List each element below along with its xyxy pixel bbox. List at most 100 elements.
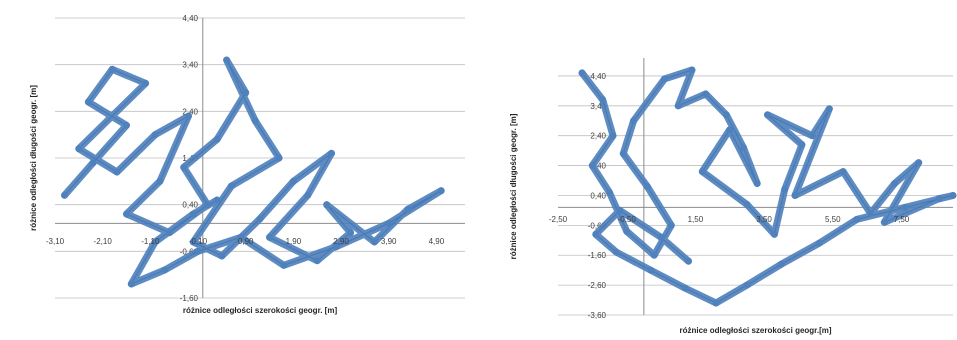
left-x-tick-label: 2,90 — [333, 237, 349, 246]
right-data-point — [599, 96, 607, 104]
left-data-point — [61, 191, 68, 199]
right-data-point — [839, 168, 847, 175]
right-y-tick-label: 4,40 — [590, 72, 606, 81]
left-y-tick-label: -1,60 — [180, 294, 199, 303]
left-data-point — [123, 210, 130, 218]
right-data-point — [578, 69, 586, 77]
right-data-point — [798, 141, 806, 149]
right-data-point — [712, 299, 720, 307]
left-data-point — [242, 89, 250, 97]
right-data-point — [588, 162, 596, 169]
left-data-point — [323, 201, 331, 209]
chart-left-svg: 4,403,402,401,400,40-0,60-1,60-3,10 -2,10… — [29, 14, 465, 315]
right-y-tick-label: 1,40 — [590, 162, 606, 171]
left-y-tick-label: 4,40 — [182, 14, 198, 23]
right-data-point — [674, 102, 682, 110]
left-data-point — [347, 229, 354, 237]
right-y-tick-label: 0,40 — [590, 191, 606, 200]
left-data-point — [223, 56, 231, 64]
right-x-tick-label: -0,50 — [618, 215, 637, 224]
left-data-point — [237, 233, 245, 241]
right-data-point — [616, 207, 624, 214]
chart-left: 4,40 3,40 2,40 1,40 0,40 -0,60 -1,60 -3,10 -2,10… — [29, 14, 465, 315]
left-data-point — [156, 177, 164, 185]
left-x-tick-label: -3,10 — [46, 237, 65, 246]
left-y-tick-label: 2,40 — [182, 107, 198, 116]
right-data-point — [853, 215, 861, 223]
left-data-point — [218, 252, 226, 260]
left-data-point — [404, 205, 412, 213]
right-data-point — [609, 132, 617, 140]
left-data-point — [213, 196, 221, 204]
left-data-point — [127, 280, 135, 288]
right-data-point — [623, 227, 631, 235]
right-data-point — [647, 266, 655, 274]
left-data-point — [313, 257, 321, 265]
right-data-point — [606, 189, 613, 196]
right-data-point — [681, 284, 689, 292]
right-x-tick-label: 1,50 — [688, 215, 704, 224]
right-data-point — [592, 230, 600, 238]
left-data-point — [108, 65, 116, 73]
right-data-point — [657, 233, 665, 241]
left-data-point — [142, 79, 149, 87]
left-data-point — [89, 159, 97, 167]
right-x-axis-title: różnice odległości szerokości geogr.[m] — [679, 326, 831, 335]
left-y-tick-label: 3,40 — [182, 61, 198, 70]
right-data-point — [867, 209, 874, 217]
right-y-tick-label: 3,40 — [590, 102, 606, 111]
right-data-point — [667, 221, 675, 229]
right-data-point — [743, 281, 751, 289]
left-data-point — [385, 219, 393, 227]
chart-right-svg: 4,40 3,40 2,40 1,40 0,40 -0,60 -1,60 -2,60 -3,60… — [509, 58, 957, 335]
right-data-point — [612, 248, 620, 256]
left-data-point — [75, 145, 83, 153]
right-data-point — [815, 239, 823, 247]
right-data-point — [650, 251, 658, 259]
left-data-point — [113, 168, 121, 176]
left-x-axis-title: różnice odległości szerokości geogr. [m] — [183, 306, 338, 315]
left-series-line — [61, 56, 445, 288]
left-data-point — [189, 210, 197, 218]
right-series-line — [578, 66, 957, 307]
right-data-point — [685, 257, 692, 265]
left-x-tick-label: -1,10 — [141, 237, 160, 246]
left-data-point — [213, 135, 221, 143]
left-x-tick-label: -2,10 — [94, 237, 113, 246]
left-data-point — [304, 191, 312, 199]
right-data-point — [949, 192, 957, 199]
left-data-point — [280, 261, 288, 269]
left-data-point — [84, 98, 92, 106]
left-data-point — [189, 238, 197, 246]
right-data-point — [777, 260, 785, 268]
right-data-point — [661, 75, 668, 83]
left-x-tick-label: 3,90 — [381, 237, 397, 246]
left-data-point — [332, 243, 340, 251]
right-y-tick-label: -3,60 — [588, 311, 607, 320]
right-data-point — [726, 126, 734, 134]
left-y-axis-title: różnice odległości długości geogr. [m] — [29, 85, 38, 231]
left-data-point — [251, 117, 259, 125]
right-data-point — [643, 183, 651, 190]
left-data-point — [180, 163, 188, 171]
left-data-point — [123, 121, 130, 129]
right-data-point — [722, 111, 730, 119]
left-data-point — [371, 238, 378, 246]
right-data-point — [743, 201, 751, 208]
left-data-point — [437, 187, 445, 195]
right-y-tick-label: 2,40 — [590, 132, 606, 141]
left-data-point — [151, 131, 159, 139]
left-x-tick-label: 4,90 — [429, 237, 445, 246]
left-data-point — [227, 182, 235, 190]
right-data-point — [901, 204, 909, 211]
right-x-tick-label: -2,50 — [549, 215, 568, 224]
left-data-point — [151, 238, 159, 246]
right-data-point — [630, 117, 637, 125]
right-data-point — [702, 90, 710, 98]
right-data-point — [688, 66, 696, 74]
left-data-point — [166, 229, 173, 237]
right-data-point — [619, 150, 627, 158]
right-data-point — [740, 144, 747, 152]
left-series-line-core — [64, 59, 442, 286]
right-data-point — [791, 192, 799, 199]
